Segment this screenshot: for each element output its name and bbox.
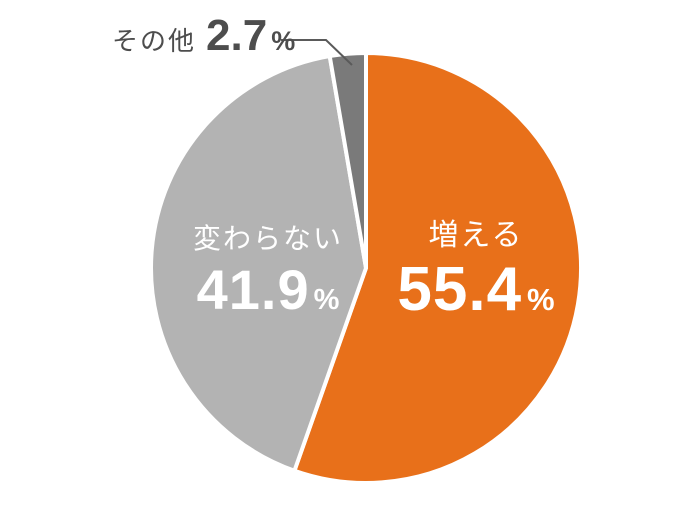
pie-slice-1: [149, 53, 369, 474]
callout-line-other: [281, 39, 353, 66]
pie-slices: [149, 50, 584, 485]
pie-slice-2: [327, 50, 368, 269]
